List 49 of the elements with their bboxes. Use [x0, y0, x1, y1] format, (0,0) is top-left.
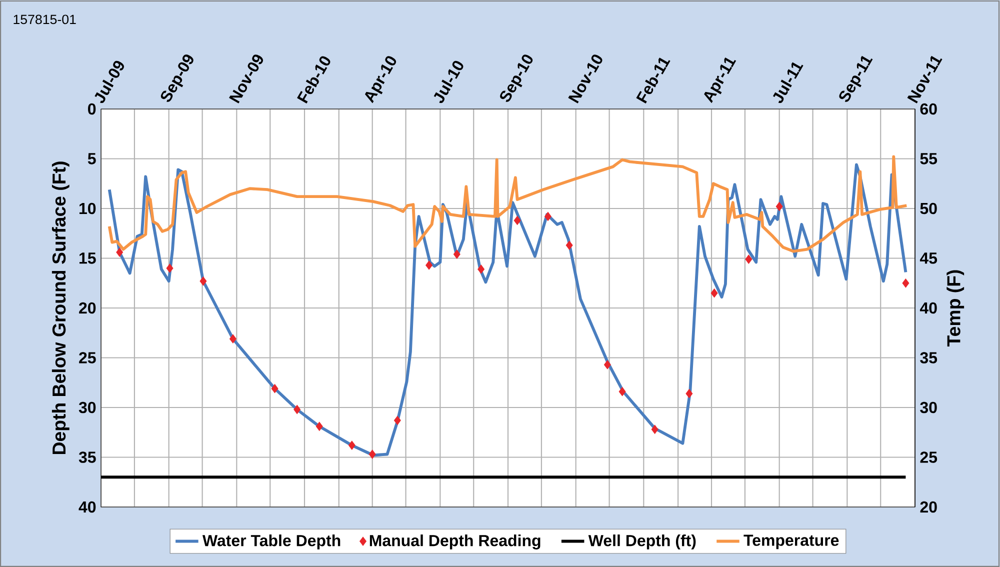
legend-label: Manual Depth Reading — [370, 534, 540, 550]
y2-tick-label: 20 — [920, 501, 937, 513]
y2-axis-title: Temp (F) — [946, 270, 964, 346]
y-tick-label: 40 — [78, 501, 96, 513]
y2-tick-label: 25 — [920, 452, 938, 463]
point — [316, 422, 323, 431]
point — [116, 248, 124, 257]
y-tick-label: 20 — [79, 302, 96, 314]
y-tick-label: 5 — [88, 153, 96, 164]
point — [514, 216, 521, 225]
y-tick-label: 10 — [80, 202, 96, 214]
point — [710, 288, 718, 298]
point — [229, 334, 236, 344]
y2-tick-label: 35 — [920, 352, 938, 364]
y2-tick-label: 55 — [920, 153, 938, 164]
y-tick-label: 35 — [78, 452, 96, 463]
point — [453, 250, 460, 259]
y-tick-label: 15 — [80, 252, 96, 264]
point — [544, 212, 552, 221]
y-axis-title: Depth Below Ground Surface (Ft) — [52, 162, 70, 454]
y2-tick-label: 50 — [920, 202, 937, 214]
point — [271, 384, 278, 394]
point — [478, 264, 485, 274]
y-tick-label: 0 — [88, 103, 96, 115]
point — [166, 264, 174, 273]
y2-tick-label: 60 — [920, 103, 937, 115]
y-tick-label: 25 — [79, 352, 96, 364]
legend-label: Well Depth (ft) — [588, 534, 696, 550]
point — [902, 278, 910, 288]
point — [604, 360, 611, 370]
point — [776, 202, 783, 212]
point — [745, 254, 752, 264]
y-tick-label: 30 — [78, 402, 96, 414]
point — [368, 450, 376, 459]
point — [566, 240, 573, 250]
y2-tick-label: 30 — [920, 402, 937, 414]
point — [348, 440, 356, 450]
point — [686, 389, 693, 398]
point — [394, 416, 401, 425]
point — [200, 276, 207, 286]
point — [618, 387, 626, 396]
point — [651, 424, 658, 434]
text: 157815-01 — [14, 14, 76, 24]
point — [426, 260, 432, 270]
legend-label: Water Table Depth — [202, 534, 340, 550]
y2-tick-label: 40 — [920, 302, 937, 314]
y2-tick-label: 45 — [920, 252, 938, 264]
legend-label: Temperature — [744, 534, 839, 550]
point — [294, 404, 301, 414]
